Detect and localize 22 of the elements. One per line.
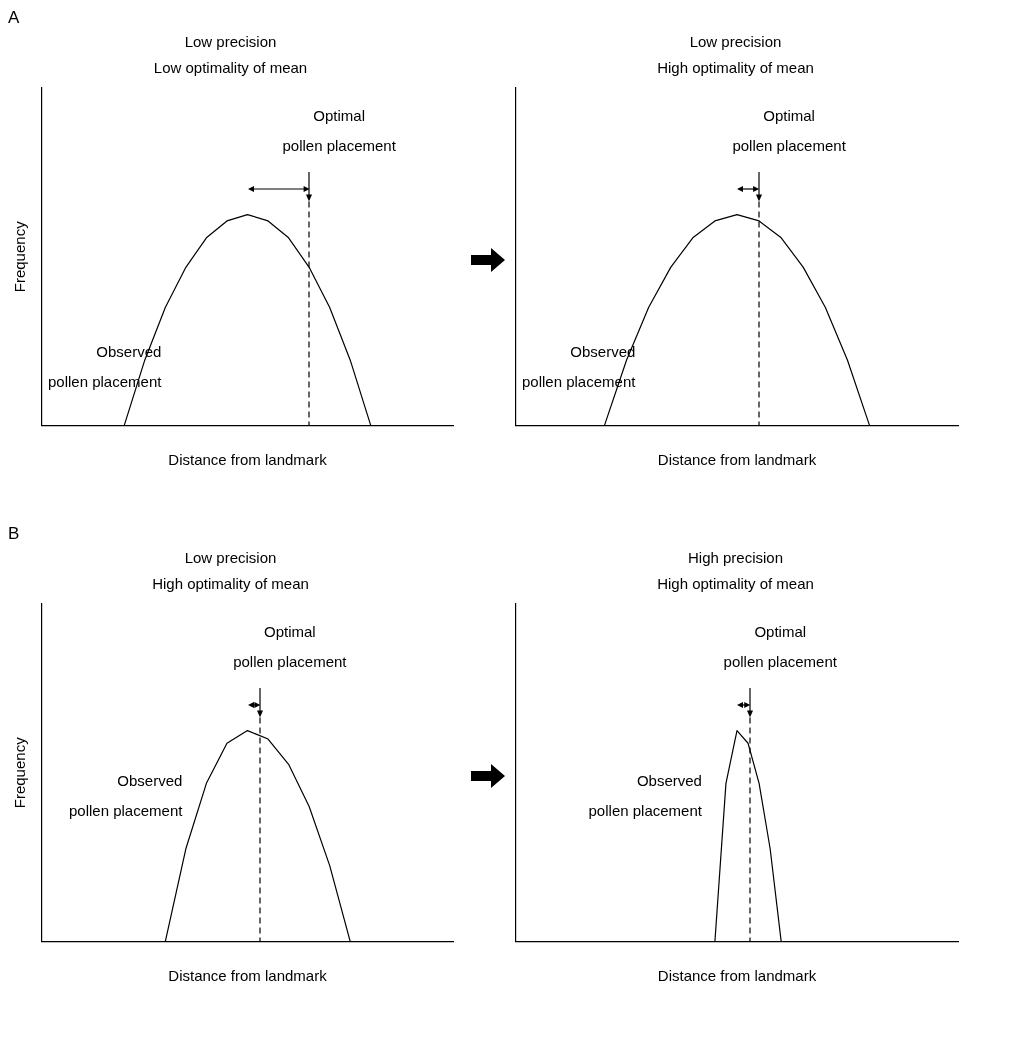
text: B xyxy=(8,524,20,543)
x-axis-title: Distance from landmark xyxy=(657,451,817,469)
chart-subtitle: High optimality of mean xyxy=(152,575,309,593)
chart-subtitle: High optimality of mean xyxy=(657,59,814,77)
text: Optimal pollen placement xyxy=(282,107,397,155)
y-axis-title: Frequency xyxy=(11,736,29,809)
x-axis-title: Distance from landmark xyxy=(168,967,328,985)
x-axis-title: Distance from landmark xyxy=(657,967,817,985)
chart-subtitle: Low optimality of mean xyxy=(153,59,308,77)
chart-subtitle: High optimality of mean xyxy=(657,575,814,593)
chart-title: Low precision xyxy=(184,549,277,567)
chart-title: Low precision xyxy=(689,33,782,51)
series-label: Observed pollen placement xyxy=(68,772,184,820)
text: Optimal pollen placement xyxy=(732,107,847,155)
chart-title: High precision xyxy=(687,549,784,567)
chart-title: Low precision xyxy=(184,33,277,51)
text: Optimal pollen placement xyxy=(233,623,348,671)
x-axis-title: Distance from landmark xyxy=(168,451,328,469)
text: A xyxy=(8,8,20,27)
series-label: Observed pollen placement xyxy=(588,772,703,820)
y-axis-title: Frequency xyxy=(11,220,29,293)
text: Optimal pollen placement xyxy=(723,623,838,671)
